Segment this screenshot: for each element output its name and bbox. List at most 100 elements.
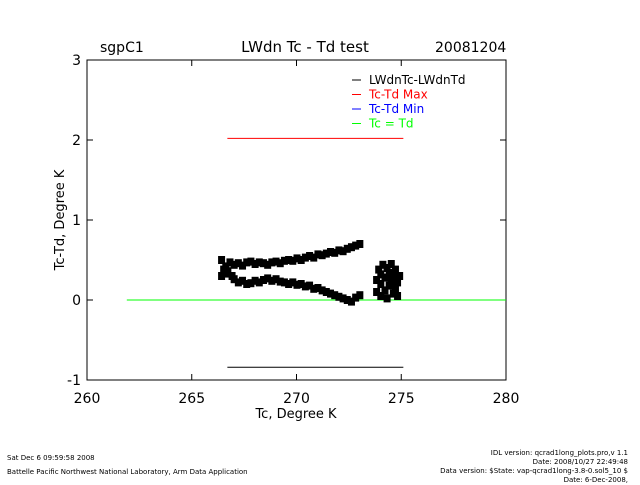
- data-point: [385, 281, 393, 290]
- data-point: [280, 278, 288, 287]
- data-point: [383, 264, 391, 272]
- data-point: [293, 280, 301, 289]
- data-point: [381, 273, 389, 282]
- data-point: [234, 278, 242, 287]
- data-point: [243, 258, 251, 267]
- x-tick-label: 275: [388, 391, 415, 407]
- data-point: [243, 280, 251, 288]
- footer-idl-version: IDL version: qcrad1long_plots.pro,v 1.1: [490, 449, 628, 457]
- date-label: 20081204: [435, 40, 506, 56]
- data-point: [264, 260, 272, 269]
- data-point: [377, 280, 385, 288]
- data-point: [239, 276, 247, 285]
- y-tick-label: -1: [67, 373, 81, 389]
- footer-org: Battelle Pacific Northwest National Labo…: [7, 468, 248, 476]
- data-point: [322, 249, 330, 258]
- data-point: [352, 241, 360, 250]
- data-point: [310, 284, 318, 293]
- plot-frame: [86, 59, 507, 381]
- data-point: [293, 254, 301, 263]
- data-point: [251, 260, 259, 268]
- data-point: [389, 289, 397, 298]
- data-point: [356, 240, 364, 248]
- data-point: [377, 292, 385, 300]
- data-point: [373, 288, 381, 296]
- data-point: [306, 281, 314, 290]
- data-point: [264, 274, 272, 283]
- data-point: [327, 289, 335, 298]
- data-point: [314, 284, 322, 292]
- data-point: [297, 280, 305, 288]
- data-point: [301, 253, 309, 262]
- data-point: [289, 256, 297, 265]
- data-point: [230, 275, 238, 284]
- data-point: [381, 286, 389, 295]
- data-point: [285, 256, 293, 264]
- data-point: [280, 256, 288, 265]
- data-point: [247, 257, 255, 266]
- data-point: [387, 260, 395, 268]
- data-point: [318, 251, 326, 260]
- legend-label: LWdnTc-LWdnTd: [369, 73, 466, 87]
- chart-title: LWdn Tc - Td test: [241, 38, 369, 56]
- x-tick-label: 265: [178, 391, 205, 407]
- data-point: [276, 259, 284, 268]
- data-point: [356, 291, 364, 300]
- y-tick-label: 3: [72, 53, 81, 69]
- data-point: [259, 259, 267, 268]
- data-point: [224, 267, 232, 276]
- data-point: [347, 297, 355, 306]
- footer-idl-date: Date: 2008/10/27 22:49:48: [532, 458, 628, 466]
- data-point: [272, 257, 280, 266]
- data-point: [389, 272, 397, 280]
- data-point: [289, 278, 297, 287]
- footer-data-date: Date: 6-Dec-2008,: [563, 476, 628, 484]
- data-point: [310, 253, 318, 262]
- data-point: [327, 248, 335, 256]
- data-point: [226, 258, 234, 267]
- data-point: [234, 259, 242, 268]
- data-point: [218, 256, 226, 264]
- data-point: [322, 288, 330, 296]
- data-point: [339, 247, 347, 256]
- data-point: [375, 265, 383, 274]
- data-point: [394, 278, 402, 287]
- data-point: [268, 258, 276, 267]
- data-point: [218, 272, 226, 280]
- data-point: [306, 252, 314, 260]
- data-point: [331, 291, 339, 300]
- data-point: [335, 292, 343, 301]
- data-point: [259, 276, 267, 284]
- data-point: [247, 279, 255, 288]
- data-point: [230, 260, 238, 269]
- data-point: [272, 275, 280, 284]
- data-point: [255, 258, 263, 267]
- data-point: [391, 284, 399, 292]
- legend-label: Tc-Td Max: [368, 88, 428, 102]
- y-tick-label: 0: [72, 293, 81, 309]
- legend-label: Tc-Td Min: [368, 102, 424, 116]
- footer-timestamp: Sat Dec 6 09:59:58 2008: [7, 454, 95, 462]
- data-point: [343, 244, 351, 253]
- data-point: [379, 260, 387, 269]
- data-point: [239, 261, 247, 270]
- y-axis-label: Tc-Td, Degree K: [53, 169, 68, 271]
- data-point: [373, 276, 381, 284]
- data-point: [255, 278, 263, 287]
- legend-label: Tc = Td: [368, 117, 414, 131]
- data-point: [347, 243, 355, 252]
- data-point: [297, 256, 305, 264]
- data-point: [276, 277, 284, 286]
- data-point: [377, 270, 385, 279]
- data-point: [251, 276, 259, 285]
- data-point: [301, 282, 309, 291]
- footer-data-version: Data version: $State: vap-qcrad1long-3.8…: [440, 467, 628, 475]
- data-point: [394, 292, 402, 300]
- data-point: [285, 280, 293, 288]
- data-point: [318, 286, 326, 295]
- data-point: [343, 296, 351, 304]
- data-point: [352, 293, 360, 302]
- data-point: [335, 246, 343, 255]
- x-tick-label: 260: [74, 391, 101, 407]
- x-tick-label: 280: [493, 391, 520, 407]
